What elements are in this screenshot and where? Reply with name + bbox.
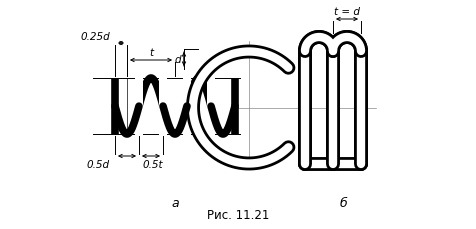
Bar xyxy=(183,75,191,138)
Bar xyxy=(159,75,167,138)
Bar xyxy=(207,75,215,138)
Text: Рис. 11.21: Рис. 11.21 xyxy=(207,208,269,221)
Text: а: а xyxy=(171,196,179,209)
Text: t = d: t = d xyxy=(334,7,360,17)
Text: 0.25d: 0.25d xyxy=(80,32,110,42)
Text: d: d xyxy=(174,55,181,65)
Text: 0.5d: 0.5d xyxy=(87,159,110,169)
Text: 0.5t: 0.5t xyxy=(143,159,163,169)
Bar xyxy=(135,75,143,138)
Text: б: б xyxy=(339,196,347,209)
Text: t: t xyxy=(149,48,153,58)
